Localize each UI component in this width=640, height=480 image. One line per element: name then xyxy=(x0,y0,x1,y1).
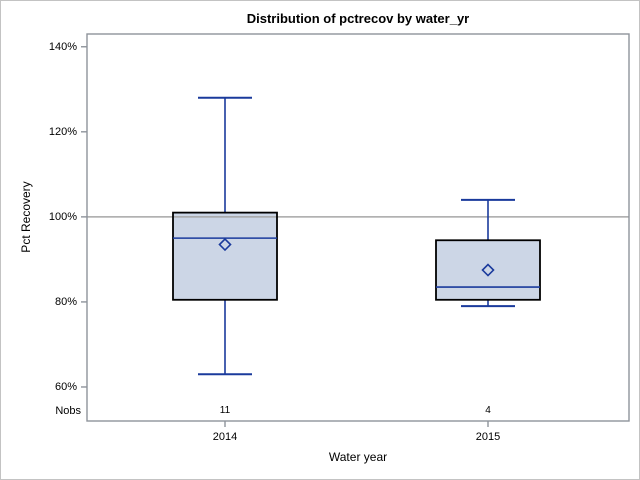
chart-title: Distribution of pctrecov by water_yr xyxy=(246,11,470,26)
y-tick-label: 120% xyxy=(48,125,77,138)
nobs-value: 4 xyxy=(485,405,491,416)
x-axis-title: Water year xyxy=(328,450,388,464)
x-tick-label: 2015 xyxy=(475,431,501,443)
y-tick-label: 60% xyxy=(54,380,77,393)
nobs-value: 11 xyxy=(219,405,231,416)
y-tick-label: 100% xyxy=(48,210,77,223)
plot-frame xyxy=(86,33,630,422)
x-tick-label: 2014 xyxy=(212,431,238,443)
box-fill xyxy=(173,212,277,300)
y-tick-label: 80% xyxy=(54,295,77,308)
box-border xyxy=(172,211,278,301)
nobs-row-label: Nobs xyxy=(55,405,81,417)
mean-diamond-marker xyxy=(218,237,232,252)
y-tick-label: 140% xyxy=(48,40,77,53)
mean-diamond-marker xyxy=(481,263,495,277)
box-fill xyxy=(436,240,540,300)
box-border xyxy=(435,239,541,301)
